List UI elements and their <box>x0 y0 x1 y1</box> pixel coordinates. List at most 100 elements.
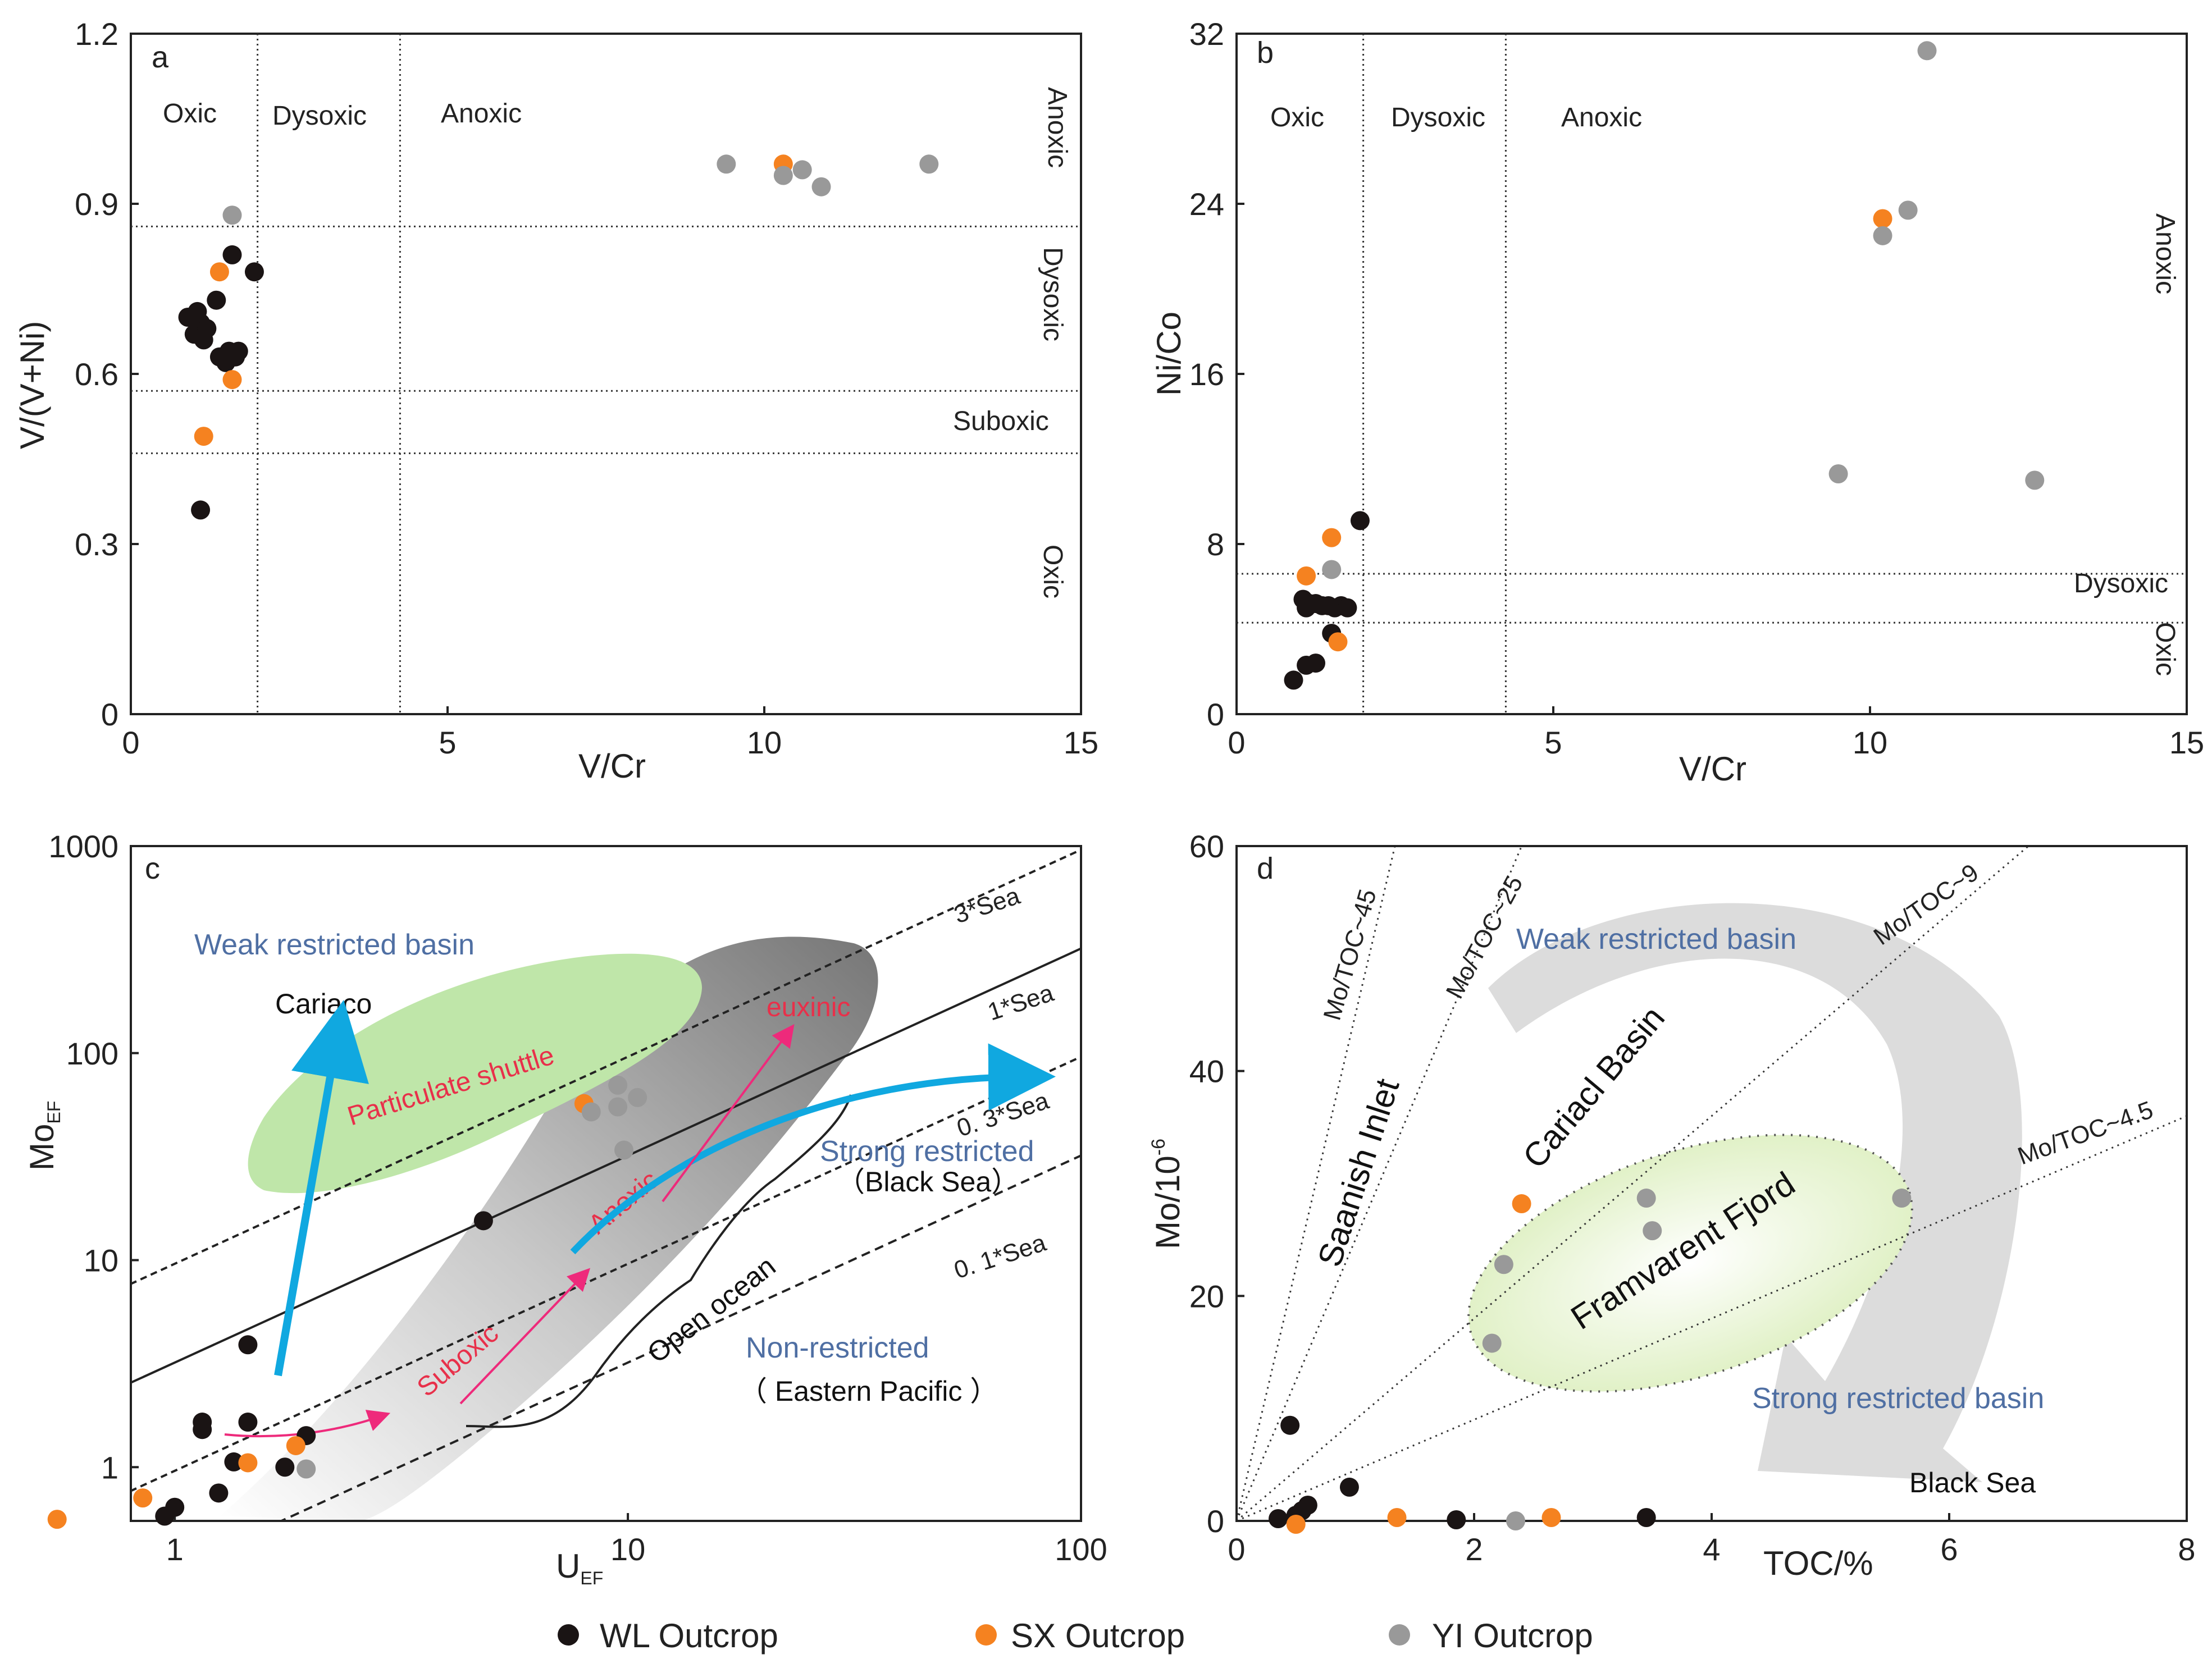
panel-d-xtick-label: 8 <box>2178 1532 2195 1567</box>
panel-d-grey-arrow <box>1488 903 2022 1482</box>
panel-b-threshold-lines <box>1237 34 2187 714</box>
panel-b-ytick-label: 32 <box>1189 16 1224 52</box>
panel-d-point-yi <box>1636 1189 1656 1208</box>
panel-c-points <box>47 1075 647 1529</box>
panel-a-point-wl <box>207 290 226 310</box>
panel-a-point-yi <box>773 166 793 185</box>
panel-c-point-wl <box>275 1457 295 1477</box>
panel-c-cariaco-label: Cariaco <box>275 988 372 1020</box>
panel-d-point-wl <box>1339 1477 1359 1497</box>
panel-a-ytick-label: 0.9 <box>75 186 118 222</box>
panel-d-point-yi <box>1506 1511 1526 1530</box>
panel-a-point-wl <box>226 347 245 367</box>
panel-c-point-wl <box>209 1483 229 1503</box>
panel-d-ratio-lines <box>1237 846 2187 1521</box>
panel-c-frame <box>130 845 1082 1522</box>
panel-d-point-yi <box>1892 1189 1912 1208</box>
panel-c-redox-arrow <box>459 1268 591 1405</box>
panel-d-point-yi <box>1643 1221 1662 1241</box>
panel-a-point-sx <box>209 262 229 282</box>
panel-d-xlabel: TOC/% <box>1763 1544 1873 1582</box>
panel-b-ylabel: Ni/Co <box>1150 312 1188 396</box>
panel-b-ytick-label: 24 <box>1189 186 1224 222</box>
panel-c-strong-arrow <box>570 1043 1056 1255</box>
panel-a: 0 5 10 15 0 0.3 0.6 0.9 1.2 a Oxic Dysoxic Anoxi… <box>13 16 1098 785</box>
panel-d-weak-label: Weak restricted basin <box>1516 923 1796 956</box>
legend-sx-marker <box>975 1624 997 1646</box>
panel-c-ylabel: MoEF <box>23 1101 64 1171</box>
panel-c-point-yi <box>628 1087 647 1107</box>
panel-d-mo45-label: Mo/TOC~45 <box>1319 886 1382 1023</box>
panel-a-xtick-label: 15 <box>1064 725 1098 760</box>
panel-a-points <box>178 154 939 520</box>
panel-d-green-field <box>1467 1134 1913 1393</box>
panel-a-xtick-label: 5 <box>439 725 456 760</box>
panel-d-ytick-label: 20 <box>1189 1278 1224 1314</box>
panel-a-point-yi <box>717 154 736 174</box>
panel-a-zone-dysoxic: Dysoxic <box>272 101 367 131</box>
legend: WL Outcrop SX Outcrop YI Outcrop <box>558 1617 1593 1655</box>
panel-a-zone-y-oxic: Oxic <box>1038 545 1068 598</box>
panel-b-point-yi <box>1898 200 1918 220</box>
panel-d-mo45b-line <box>1237 1115 2187 1521</box>
panel-c-xtick-label: 1 <box>166 1532 184 1567</box>
panel-c-point-yi <box>608 1075 628 1095</box>
panel-d-point-yi <box>1494 1255 1513 1274</box>
panel-b-zone-oxic: Oxic <box>1270 103 1324 132</box>
panel-c-point-wl <box>224 1452 244 1472</box>
panel-d-point-sx <box>1541 1507 1561 1527</box>
panel-b-points <box>1284 41 2045 690</box>
panel-a-frame <box>130 33 1082 715</box>
panel-d-points <box>1269 1189 1912 1534</box>
panel-c-ytick-label: 10 <box>84 1243 118 1278</box>
panel-b-letter: b <box>1257 36 1274 70</box>
panel-d-ylabel: Mo/10-6 <box>1148 1139 1187 1249</box>
panel-b-ytick-label: 8 <box>1207 527 1224 562</box>
panel-a-point-yi <box>222 205 242 225</box>
panel-d-point-wl <box>1280 1415 1300 1435</box>
panel-d-point-wl <box>1636 1507 1656 1527</box>
panel-c-point-yi <box>297 1459 316 1479</box>
panel-d-blacksea-label: Black Sea <box>1909 1467 2036 1498</box>
panel-b-xtick-label: 15 <box>2169 725 2204 760</box>
panel-a-xlabel: V/Cr <box>578 747 646 785</box>
panel-c-point-wl <box>238 1413 258 1432</box>
panel-a-point-wl <box>222 245 242 264</box>
panel-c-sea1-label: 1*Sea <box>984 979 1057 1026</box>
panel-b: 0 5 10 15 0 8 16 24 32 b Oxic Dysoxic Anoxic Ano… <box>1150 16 2204 788</box>
panel-d-ytick-label: 40 <box>1189 1054 1224 1089</box>
panel-c-ytick-label: 1000 <box>48 829 118 864</box>
panel-b-zone-y-anoxic: Anoxic <box>2150 213 2180 294</box>
panel-a-point-wl <box>191 500 211 520</box>
panel-d-point-wl <box>1269 1509 1288 1528</box>
panel-d-xtick-label: 0 <box>1228 1532 1245 1567</box>
panel-c-point-yi <box>581 1102 601 1122</box>
panel-a-ytick-label: 1.2 <box>75 16 118 52</box>
panel-a-point-sx <box>194 427 213 446</box>
legend-wl-label: WL Outcrop <box>600 1617 778 1655</box>
panel-d-point-wl <box>1447 1510 1466 1529</box>
legend-yi-label: YI Outcrop <box>1432 1617 1593 1655</box>
panel-c-point-wl <box>165 1497 185 1517</box>
panel-a-zone-anoxic: Anoxic <box>441 99 522 129</box>
panel-b-point-sx <box>1873 209 1892 229</box>
panel-c-euxinic-arrow <box>662 1024 795 1203</box>
panel-c-strong-label: Strong restricted <box>820 1135 1034 1168</box>
legend-sx-label: SX Outcrop <box>1011 1617 1185 1655</box>
panel-b-zone-dysoxic: Dysoxic <box>1391 103 1485 132</box>
panel-d-point-yi <box>1482 1333 1502 1353</box>
panel-c-sea01-line <box>279 1154 1081 1521</box>
panel-a-zone-y-anoxic: Anoxic <box>1042 87 1072 168</box>
panel-b-point-yi <box>1828 464 1848 484</box>
panel-a-point-wl <box>197 319 217 339</box>
panel-c-open-ocean-brace <box>466 1094 852 1428</box>
panel-d-mo45-line <box>1237 846 1396 1521</box>
panel-d-mo25-line <box>1237 846 1523 1521</box>
panel-b-point-sx <box>1328 632 1348 652</box>
panel-d-mo45b-label: Mo/TOC~4.5 <box>2014 1096 2157 1170</box>
panel-b-ytick-label: 0 <box>1207 697 1224 732</box>
panel-d-point-sx <box>1286 1515 1306 1534</box>
panel-b-zone-y-oxic: Oxic <box>2150 622 2180 676</box>
